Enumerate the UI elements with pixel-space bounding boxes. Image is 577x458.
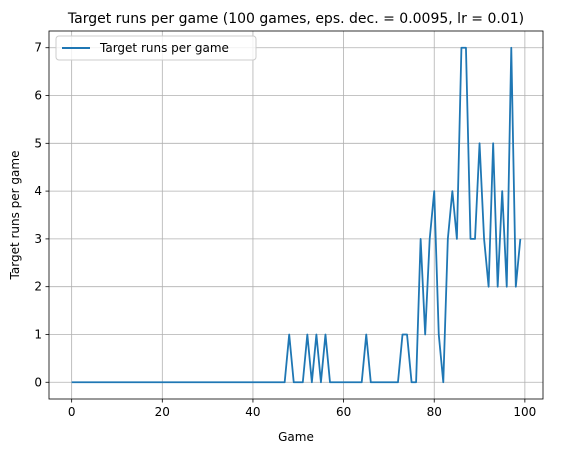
y-tick-label: 0	[34, 375, 42, 389]
y-tick-label: 2	[34, 280, 42, 294]
y-tick-label: 4	[34, 184, 42, 198]
y-tick-label: 6	[34, 89, 42, 103]
series-line	[71, 46, 522, 384]
x-tick-label: 80	[427, 405, 442, 419]
chart-title: Target runs per game (100 games, eps. de…	[67, 11, 524, 27]
y-tick-label: 7	[34, 41, 42, 55]
x-tick-label: 60	[336, 405, 351, 419]
x-tick-label: 100	[513, 405, 536, 419]
legend: Target runs per game	[55, 35, 257, 61]
axis-ticks: 0 20 40 60 80 100 0 1 2 3 4 5 6 7	[34, 41, 536, 419]
legend-entry-label: Target runs per game	[99, 41, 229, 55]
legend-box	[55, 35, 257, 61]
y-tick-label: 5	[34, 136, 42, 150]
series-layer	[71, 46, 522, 384]
x-tick-label: 0	[68, 405, 76, 419]
plot-area-frame	[48, 30, 544, 400]
y-tick-label: 1	[34, 327, 42, 341]
x-axis-label: Game	[278, 430, 314, 444]
y-tick-label: 3	[34, 232, 42, 246]
x-tick-label: 40	[245, 405, 260, 419]
x-tick-label: 20	[155, 405, 170, 419]
y-axis-label: Target runs per game	[8, 151, 22, 281]
grid	[49, 31, 543, 399]
